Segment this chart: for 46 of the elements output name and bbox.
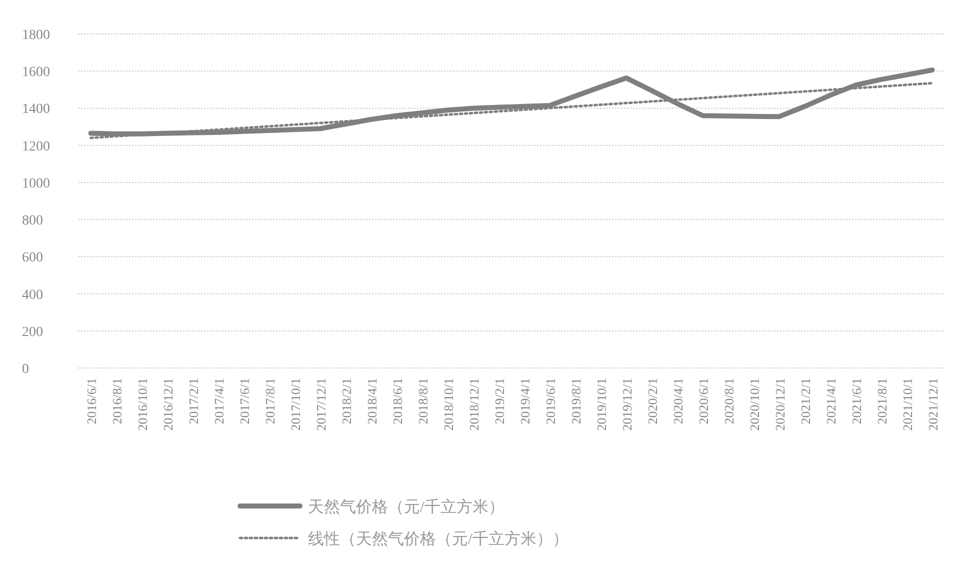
x-tick-label: 2019/2/1 [492,378,507,424]
y-tick-label: 0 [22,362,29,377]
x-tick-label: 2019/8/1 [568,378,584,424]
legend-label: 天然气价格（元/千立方米） [308,498,504,516]
x-tick-label: 2018/4/1 [364,378,380,424]
y-tick-label: 1400 [22,102,50,118]
x-tick-label: 2020/4/1 [670,378,686,424]
x-tick-label: 2021/4/1 [823,378,838,424]
x-tick-label: 2019/4/1 [517,378,532,424]
x-tick-label: 2021/12/1 [925,378,940,431]
x-tick-label: 2020/10/1 [746,378,762,431]
x-tick-label: 2017/4/1 [211,378,226,424]
x-tick-label: 2021/10/1 [900,378,915,431]
x-tick-label: 2017/6/1 [236,378,252,424]
legend-label: 线性（天然气价格（元/千立方米）） [308,530,568,548]
x-tick-label: 2019/12/1 [619,378,634,431]
x-tick-label: 2021/6/1 [848,378,864,424]
y-tick-label: 200 [22,324,43,340]
x-tick-label: 2020/8/1 [721,378,736,424]
x-tick-label: 2018/8/1 [415,378,430,424]
y-tick-label: 1800 [22,28,50,43]
x-tick-label: 2019/10/1 [594,378,609,431]
x-tick-label: 2016/10/1 [134,378,150,431]
x-tick-label: 2019/6/1 [542,378,558,424]
x-tick-label: 2017/10/1 [288,378,303,431]
x-tick-label: 2021/2/1 [798,378,813,424]
x-tick-label: 2018/12/1 [466,378,482,431]
x-tick-label: 2021/8/1 [874,378,890,424]
x-tick-label: 2017/12/1 [313,378,328,431]
x-tick-label: 2016/6/1 [84,378,99,424]
x-tick-label: 2020/6/1 [696,378,711,424]
x-tick-label: 2016/12/1 [160,378,176,431]
x-tick-label: 2020/12/1 [772,378,788,431]
x-tick-label: 2016/8/1 [109,378,124,424]
x-tick-label: 2017/8/1 [262,378,278,424]
x-tick-label: 2020/2/1 [644,378,660,424]
y-tick-label: 600 [22,250,43,266]
x-tick-label: 2018/6/1 [390,378,405,424]
x-tick-label: 2018/2/1 [338,378,354,424]
y-tick-label: 1000 [22,176,50,192]
y-tick-label: 1200 [22,139,50,154]
y-tick-label: 400 [22,288,43,303]
x-tick-label: 2017/2/1 [186,378,201,424]
y-tick-label: 800 [22,214,43,229]
x-tick-label: 2018/10/1 [440,378,456,431]
y-tick-label: 1600 [22,65,50,80]
